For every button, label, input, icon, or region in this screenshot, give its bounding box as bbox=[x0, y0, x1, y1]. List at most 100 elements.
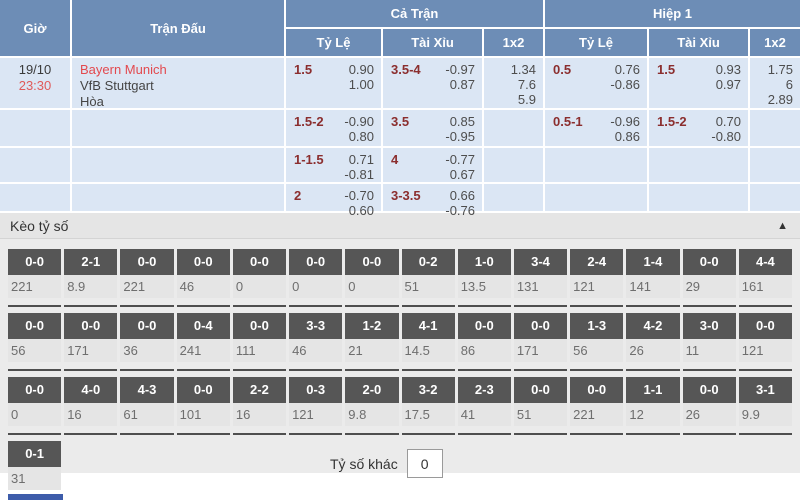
score-label[interactable]: 4-3 bbox=[120, 377, 174, 403]
odds-value[interactable]: -0.70 bbox=[344, 188, 374, 203]
score-label[interactable]: 1-0 bbox=[457, 249, 511, 275]
ft-handicap-odds[interactable]: 2 -0.70 0.60 bbox=[286, 184, 381, 218]
score-label[interactable]: 0-0 bbox=[682, 377, 736, 403]
score-cell[interactable]: 0-0 221 bbox=[8, 241, 62, 298]
h1-over-under-odds[interactable]: 1.5 0.93 0.97 bbox=[649, 58, 748, 108]
away-team[interactable]: VfB Stuttgart bbox=[80, 78, 154, 93]
score-section-header[interactable]: Kèo tỷ số ▲ bbox=[0, 213, 800, 239]
score-label[interactable]: 0-0 bbox=[64, 313, 118, 339]
ft-over-under-odds[interactable]: 3-3.5 0.66 -0.76 bbox=[383, 184, 482, 218]
score-label[interactable]: 0-0 bbox=[176, 377, 230, 403]
score-cell[interactable]: 0-0 51 bbox=[513, 369, 568, 426]
score-label[interactable]: 2-4 bbox=[570, 249, 624, 275]
home-team[interactable]: Bayern Munich bbox=[80, 62, 167, 77]
score-label[interactable]: 1-4 bbox=[626, 249, 680, 275]
ft-over-under-odds[interactable]: 3.5-4 -0.97 0.87 bbox=[383, 58, 482, 108]
score-cell[interactable]: 0-0 0 bbox=[289, 241, 343, 298]
score-label[interactable]: 0-0 bbox=[345, 249, 399, 275]
score-label[interactable]: 0-0 bbox=[457, 313, 511, 339]
score-cell[interactable]: 0-2 51 bbox=[401, 241, 455, 298]
score-cell[interactable]: 3-4 131 bbox=[513, 241, 568, 298]
score-label[interactable]: 0-4 bbox=[176, 313, 230, 339]
score-cell[interactable]: 2-4 121 bbox=[570, 241, 624, 298]
odds-value[interactable]: 0.67 bbox=[449, 167, 475, 182]
score-label[interactable]: 0-0 bbox=[738, 313, 792, 339]
score-cell[interactable]: 0-0 26 bbox=[682, 369, 736, 426]
ft-over-under-odds[interactable]: 4 -0.77 0.67 bbox=[383, 148, 482, 182]
score-label[interactable]: 0-0 bbox=[513, 377, 568, 403]
score-label[interactable]: 0-2 bbox=[401, 249, 455, 275]
score-cell[interactable]: 4-4 161 bbox=[738, 241, 792, 298]
score-label[interactable]: 0-3 bbox=[289, 377, 343, 403]
score-cell[interactable]: 0-0 0 bbox=[8, 369, 62, 426]
score-label[interactable]: 0-0 bbox=[120, 313, 174, 339]
score-cell[interactable]: 1-0 13.5 bbox=[457, 241, 511, 298]
score-cell[interactable]: 0-0 46 bbox=[176, 241, 230, 298]
h1-over-under-odds[interactable]: 1.5-2 0.70 -0.80 bbox=[649, 110, 748, 146]
ft-handicap-odds[interactable]: 1.5 0.90 1.00 bbox=[286, 58, 381, 108]
odds-value[interactable]: 1.00 bbox=[348, 77, 374, 92]
score-cell[interactable]: 0-0 56 bbox=[8, 305, 62, 362]
score-cell[interactable]: 1-1 12 bbox=[626, 369, 680, 426]
odds-value[interactable]: 0.80 bbox=[348, 129, 374, 144]
score-label[interactable]: 0-1 bbox=[8, 441, 62, 467]
score-cell[interactable]: 4-3 61 bbox=[120, 369, 174, 426]
score-cell[interactable]: 3-0 11 bbox=[682, 305, 736, 362]
odds-value[interactable]: 0.87 bbox=[449, 77, 475, 92]
score-cell[interactable]: 0-0 221 bbox=[120, 241, 174, 298]
h1-handicap-odds[interactable]: 0.5 0.76 -0.86 bbox=[545, 58, 647, 108]
score-label[interactable]: 2-2 bbox=[232, 377, 287, 403]
score-cell[interactable]: 0-0 171 bbox=[64, 305, 118, 362]
score-cell[interactable]: 0-0 36 bbox=[120, 305, 174, 362]
score-cell[interactable]: 0-0 0 bbox=[232, 241, 287, 298]
score-label[interactable]: 3-3 bbox=[289, 313, 343, 339]
score-label[interactable]: 4-4 bbox=[738, 249, 792, 275]
score-label[interactable]: 4-2 bbox=[626, 313, 680, 339]
score-cell[interactable]: 2-2 16 bbox=[232, 369, 287, 426]
score-label[interactable]: 2-3 bbox=[457, 377, 511, 403]
score-label[interactable]: 0-0 bbox=[8, 377, 62, 403]
odds-value[interactable]: 0.60 bbox=[348, 203, 374, 218]
odds-value[interactable]: 0.86 bbox=[614, 129, 640, 144]
score-label[interactable]: 0-0 bbox=[8, 313, 62, 339]
score-cell[interactable]: 4-1 14.5 bbox=[401, 305, 455, 362]
odds-value[interactable]: 7.6 bbox=[517, 77, 536, 92]
ft-handicap-odds[interactable]: 1-1.5 0.71 -0.81 bbox=[286, 148, 381, 182]
score-label[interactable]: 0-0 bbox=[682, 249, 736, 275]
odds-value[interactable]: 0.93 bbox=[715, 62, 741, 77]
score-cell[interactable]: 0-0 111 bbox=[232, 305, 287, 362]
score-cell[interactable]: 1-3 56 bbox=[570, 305, 624, 362]
score-label[interactable]: 0-0 bbox=[120, 249, 174, 275]
odds-value[interactable]: 1.34 bbox=[510, 62, 536, 77]
score-cell[interactable]: 2-0 9.8 bbox=[345, 369, 399, 426]
score-cell[interactable]: 4-2 26 bbox=[626, 305, 680, 362]
score-label[interactable]: 3-2 bbox=[401, 377, 455, 403]
score-label[interactable]: 2-0 bbox=[345, 377, 399, 403]
score-cell[interactable]: 0-0 29 bbox=[682, 241, 736, 298]
h1-handicap-odds[interactable]: 0.5-1 -0.96 0.86 bbox=[545, 110, 647, 146]
odds-value[interactable]: 5.9 bbox=[517, 92, 536, 107]
score-cell[interactable]: 1-4 141 bbox=[626, 241, 680, 298]
score-cell[interactable]: 3-1 9.9 bbox=[738, 369, 792, 426]
h1-1x2-odds[interactable]: 1.75 6 2.89 bbox=[750, 58, 800, 108]
score-label[interactable]: 3-1 bbox=[738, 377, 792, 403]
odds-value[interactable]: 0.66 bbox=[449, 188, 475, 203]
other-score-input[interactable]: 0 bbox=[406, 449, 443, 478]
odds-value[interactable]: -0.81 bbox=[344, 167, 374, 182]
score-cell[interactable]: 0-0 221 bbox=[570, 369, 624, 426]
score-label[interactable]: 2-1 bbox=[64, 249, 118, 275]
score-cell[interactable]: 0-3 121 bbox=[289, 369, 343, 426]
odds-value[interactable]: 0.85 bbox=[449, 114, 475, 129]
odds-value[interactable]: 2.89 bbox=[767, 92, 793, 107]
odds-value[interactable]: 0.90 bbox=[348, 62, 374, 77]
score-label[interactable]: 4-1 bbox=[401, 313, 455, 339]
odds-value[interactable]: 0.76 bbox=[614, 62, 640, 77]
odds-value[interactable]: -0.90 bbox=[344, 114, 374, 129]
odds-value[interactable]: 1.75 bbox=[767, 62, 793, 77]
score-cell[interactable]: 3-2 17.5 bbox=[401, 369, 455, 426]
odds-value[interactable]: -0.76 bbox=[445, 203, 475, 218]
odds-value[interactable]: 6 bbox=[785, 77, 793, 92]
score-cell[interactable]: 0-1 31 bbox=[8, 433, 62, 490]
score-cell[interactable]: 2-3 41 bbox=[457, 369, 511, 426]
score-label[interactable]: 4-0 bbox=[64, 377, 118, 403]
